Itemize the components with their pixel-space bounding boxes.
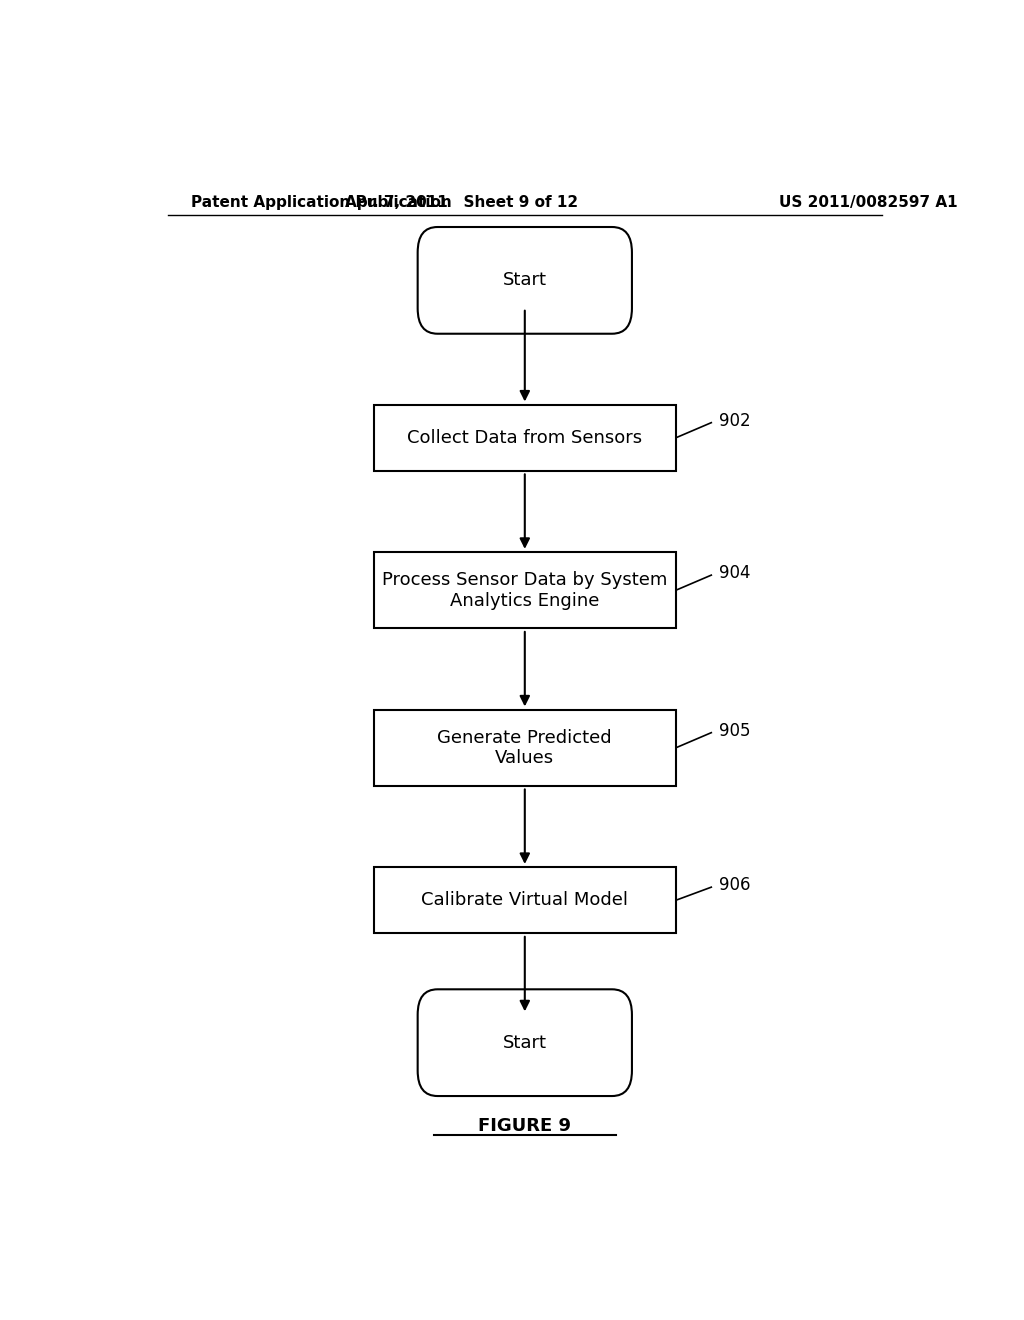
Text: Patent Application Publication: Patent Application Publication [191,194,453,210]
Text: Apr. 7, 2011   Sheet 9 of 12: Apr. 7, 2011 Sheet 9 of 12 [345,194,578,210]
Text: Generate Predicted
Values: Generate Predicted Values [437,729,612,767]
Bar [374,552,676,628]
Text: Collect Data from Sensors: Collect Data from Sensors [408,429,642,447]
Text: 905: 905 [719,722,751,739]
Text: Calibrate Virtual Model: Calibrate Virtual Model [421,891,629,909]
Bar [374,867,676,933]
Text: 904: 904 [719,564,751,582]
Bar [374,405,676,471]
Text: Start: Start [503,1034,547,1052]
FancyBboxPatch shape [418,227,632,334]
Text: FIGURE 9: FIGURE 9 [478,1117,571,1135]
Text: Start: Start [503,272,547,289]
Text: 902: 902 [719,412,751,429]
FancyBboxPatch shape [418,989,632,1096]
Text: Process Sensor Data by System
Analytics Engine: Process Sensor Data by System Analytics … [382,572,668,610]
Bar [374,710,676,785]
Text: US 2011/0082597 A1: US 2011/0082597 A1 [778,194,957,210]
Text: 906: 906 [719,876,751,894]
